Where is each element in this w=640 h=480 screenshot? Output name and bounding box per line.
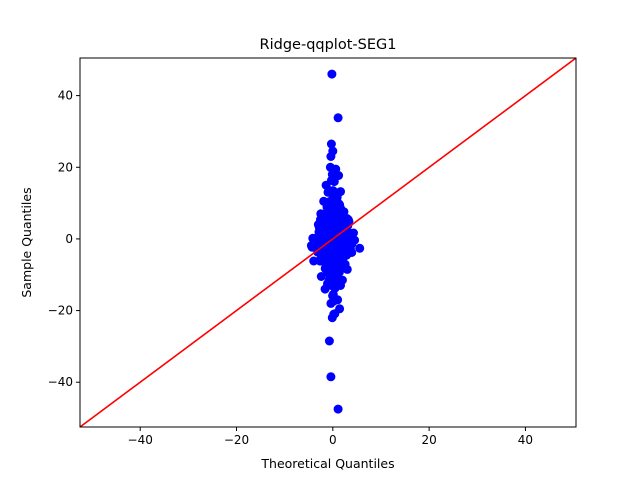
data-point xyxy=(341,251,351,261)
scatter-points xyxy=(306,69,365,414)
y-tick-label: 40 xyxy=(58,89,73,103)
data-point xyxy=(328,279,338,289)
data-point xyxy=(327,69,337,79)
data-point xyxy=(324,336,334,346)
data-point xyxy=(333,404,343,414)
data-point xyxy=(333,251,343,261)
x-tick-label: 20 xyxy=(421,433,436,447)
x-tick-label: 40 xyxy=(518,433,533,447)
data-point xyxy=(326,372,336,382)
data-point xyxy=(325,186,335,196)
data-point xyxy=(326,139,336,149)
data-point xyxy=(322,202,332,212)
data-point xyxy=(326,152,336,161)
x-tick-label: −20 xyxy=(224,433,249,447)
data-point xyxy=(355,243,365,253)
data-point xyxy=(336,204,345,213)
data-point xyxy=(320,284,330,294)
data-point xyxy=(328,174,338,184)
data-point xyxy=(325,242,335,251)
y-axis-ticks: −40 −20 0 20 40 xyxy=(48,89,80,389)
data-point xyxy=(332,224,342,234)
y-tick-label: −20 xyxy=(48,304,73,318)
reference-line xyxy=(80,58,576,427)
chart-title: Ridge-qqplot-SEG1 xyxy=(260,37,397,53)
x-axis-ticks: −40 −20 0 20 40 xyxy=(128,427,533,447)
data-point xyxy=(333,113,343,123)
data-point xyxy=(308,233,318,243)
y-axis-label: Sample Quantiles xyxy=(19,187,34,297)
data-point xyxy=(309,256,319,266)
x-axis-label: Theoretical Quantiles xyxy=(260,456,394,471)
data-point xyxy=(328,291,338,301)
x-tick-label: 0 xyxy=(329,433,337,447)
data-point xyxy=(316,272,326,281)
y-tick-label: 20 xyxy=(58,160,73,174)
y-tick-label: 0 xyxy=(65,232,73,246)
data-point xyxy=(330,309,340,319)
data-point xyxy=(307,242,317,252)
data-point xyxy=(345,243,355,253)
data-point xyxy=(326,215,336,225)
data-point xyxy=(314,223,324,233)
x-tick-label: −40 xyxy=(128,433,153,447)
data-point xyxy=(330,266,340,276)
data-point xyxy=(322,232,331,242)
plot-area-frame xyxy=(79,57,577,428)
y-tick-label: −40 xyxy=(48,375,73,389)
data-point xyxy=(319,254,329,264)
